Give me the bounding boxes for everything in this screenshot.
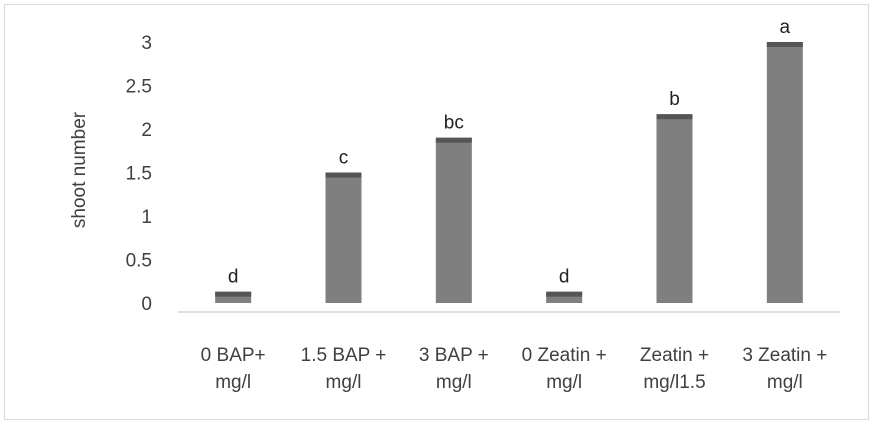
bar: [215, 291, 252, 303]
x-tick-label: 0 Zeatin +: [522, 345, 607, 366]
x-tick-label: mg/l: [326, 372, 362, 393]
x-tick-label: mg/l: [767, 372, 803, 393]
bar-top-cap: [325, 172, 362, 178]
x-tick-label: mg/l: [215, 372, 251, 393]
x-tick-label: mg/l: [436, 372, 472, 393]
x-tick-label: 3 BAP +: [419, 345, 489, 366]
y-tick-label: 2: [141, 120, 152, 141]
y-tick-label: 0: [141, 294, 152, 315]
data-label: d: [228, 267, 239, 288]
y-tick-label: 1.5: [126, 164, 152, 185]
y-tick-label: 0.5: [126, 251, 152, 272]
bar: [546, 291, 583, 303]
data-label: d: [559, 267, 570, 288]
y-tick-label: 3: [141, 33, 152, 54]
x-tick-label: 3 Zeatin +: [742, 345, 827, 366]
y-tick-label: 2.5: [126, 77, 152, 98]
bar-top-cap: [435, 137, 472, 143]
bar-top-cap: [215, 291, 252, 297]
bar: [656, 114, 693, 304]
data-label: a: [780, 17, 791, 38]
x-tick-label: 1.5 BAP +: [301, 345, 387, 366]
x-tick-label: mg/l: [546, 372, 582, 393]
bar: [325, 172, 362, 303]
data-label: c: [339, 148, 349, 169]
bar: [766, 42, 803, 303]
bar-top-cap: [766, 42, 803, 47]
x-tick-label: mg/l1.5: [643, 372, 705, 393]
x-tick-label: 0 BAP+: [201, 345, 266, 366]
data-label: bc: [444, 113, 464, 134]
bar: [435, 137, 472, 303]
x-tick-label: Zeatin +: [640, 345, 709, 366]
y-axis-label: shoot number: [69, 111, 90, 228]
bar-top-cap: [546, 291, 583, 297]
bar-top-cap: [656, 114, 693, 120]
y-tick-label: 1: [141, 207, 152, 228]
data-label: b: [669, 89, 680, 110]
